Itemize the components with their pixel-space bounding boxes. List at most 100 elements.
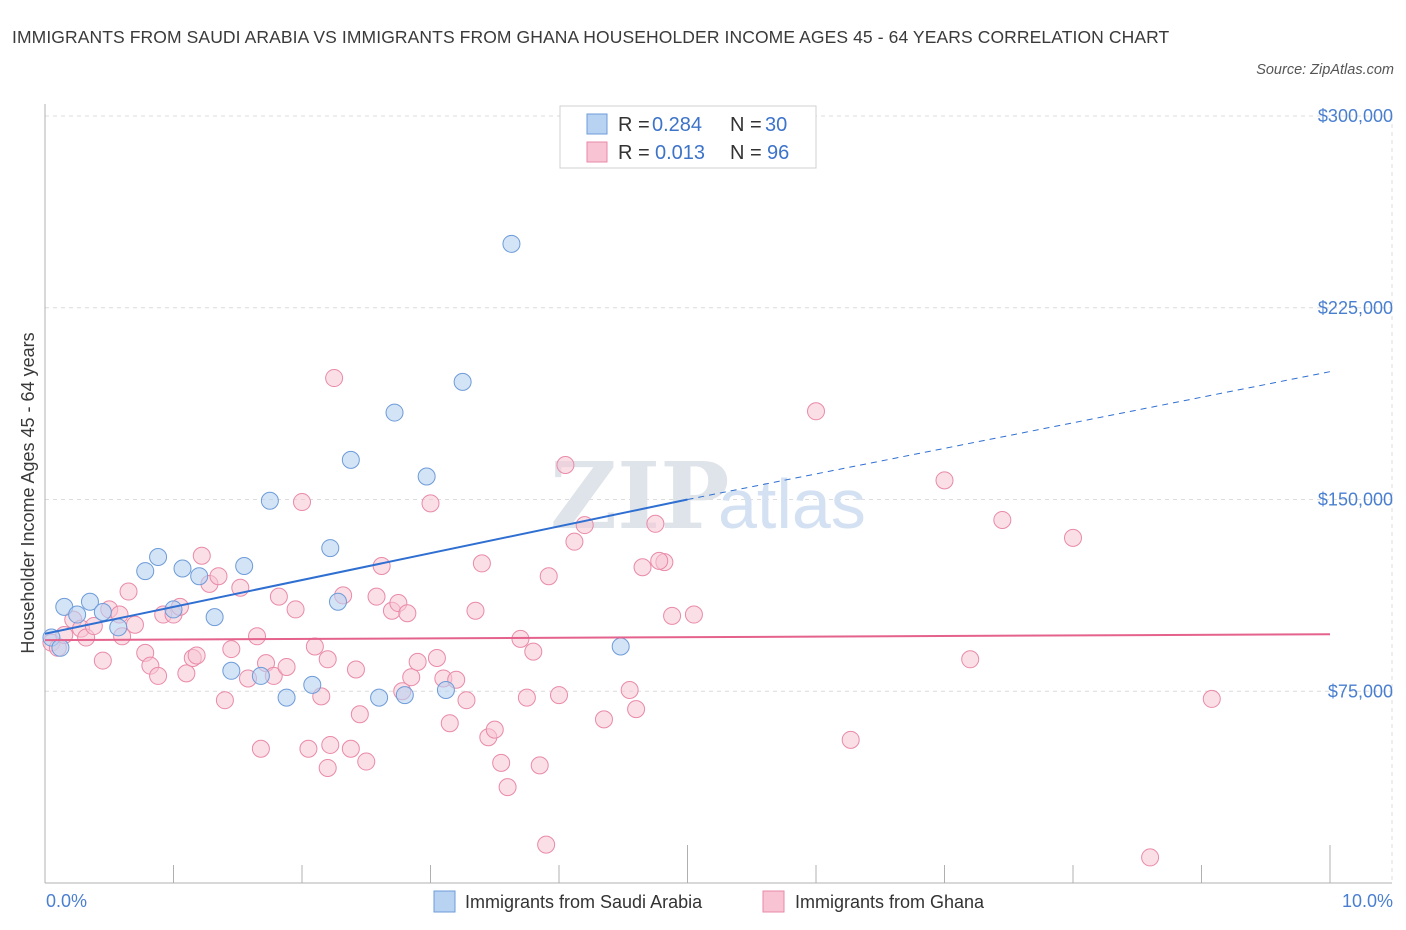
- ghana-point: [524, 642, 543, 661]
- saudi-point: [328, 592, 347, 611]
- ghana-point: [269, 587, 288, 606]
- ghana-point: [318, 758, 337, 777]
- saudi-point: [109, 618, 128, 637]
- y-tick-label: $75,000: [1328, 681, 1393, 701]
- ghana-point: [457, 691, 476, 710]
- ghana-point: [472, 554, 491, 573]
- ghana-point: [286, 600, 305, 619]
- saudi-point: [277, 688, 296, 707]
- legend-n-value-1: 30: [765, 114, 787, 136]
- saudi-point: [303, 675, 322, 694]
- saudi-point: [136, 562, 155, 581]
- x-tick-left: 0.0%: [46, 891, 87, 911]
- ghana-point: [305, 637, 324, 656]
- saudi-point: [93, 602, 112, 621]
- chart-title: IMMIGRANTS FROM SAUDI ARABIA VS IMMIGRAN…: [12, 27, 1170, 47]
- saudi-point: [68, 605, 87, 624]
- y-tick-labels: $75,000 $150,000 $225,000 $300,000: [1318, 106, 1393, 701]
- legend-box: R = 0.284 N = 30 R = 0.013 N = 96: [559, 105, 817, 169]
- ghana-points: [42, 369, 1221, 867]
- ghana-point: [517, 688, 536, 707]
- ghana-point: [321, 735, 340, 754]
- ghana-point: [357, 752, 376, 771]
- saudi-point: [502, 234, 521, 253]
- ghana-point: [565, 532, 584, 551]
- ghana-point: [251, 739, 270, 758]
- ghana-point: [209, 567, 228, 586]
- saudi-point: [222, 661, 241, 680]
- saudi-point: [417, 467, 436, 486]
- ghana-point: [935, 471, 954, 490]
- bottom-legend-ghana: Immigrants from Ghana: [795, 892, 985, 912]
- ghana-trend-line: [44, 633, 1331, 642]
- legend-swatch-saudi: [586, 113, 608, 135]
- legend-r-value-1: 0.284: [652, 114, 702, 136]
- axes: [44, 104, 1392, 884]
- ghana-point: [350, 705, 369, 724]
- ghana-point: [556, 455, 575, 474]
- ghana-point: [277, 657, 296, 676]
- ghana-point: [187, 646, 206, 665]
- ghana-point: [427, 649, 446, 668]
- ghana-point: [398, 604, 417, 623]
- saudi-point: [341, 450, 360, 469]
- ghana-point: [993, 510, 1012, 529]
- y-tick-label: $225,000: [1318, 298, 1393, 318]
- legend-swatch-ghana: [586, 141, 608, 163]
- ghana-point: [550, 686, 568, 705]
- ghana-point: [248, 627, 267, 646]
- bottom-legend-swatch-saudi: [433, 890, 456, 913]
- watermark-atlas: atlas: [718, 465, 866, 543]
- ghana-point: [684, 605, 703, 624]
- saudi-point: [51, 638, 70, 657]
- saudi-point: [190, 567, 209, 586]
- ghana-point: [492, 753, 511, 772]
- ghana-point: [215, 691, 234, 710]
- legend-r-label-2: R =: [618, 142, 650, 164]
- ghana-point: [192, 546, 211, 565]
- ghana-point: [646, 514, 665, 533]
- watermark: ZIP atlas: [550, 442, 866, 550]
- ghana-point: [402, 668, 421, 687]
- trend-lines: [44, 371, 1331, 642]
- saudi-point: [385, 403, 404, 422]
- saudi-point: [436, 680, 455, 699]
- ghana-point: [299, 739, 318, 758]
- ghana-point: [222, 640, 241, 659]
- saudi-trend-line: [44, 498, 688, 635]
- bottom-legend: Immigrants from Saudi Arabia Immigrants …: [433, 890, 985, 913]
- legend-n-label-2: N =: [730, 142, 762, 164]
- saudi-point: [80, 592, 99, 611]
- ghana-point: [346, 660, 365, 679]
- ghana-point: [421, 494, 440, 513]
- saudi-point: [149, 548, 168, 567]
- ghana-point: [325, 369, 344, 388]
- ghana-point: [650, 551, 669, 570]
- legend-r-label-1: R =: [618, 114, 650, 136]
- ghana-point: [594, 710, 613, 729]
- ghana-point: [620, 680, 639, 699]
- saudi-point: [173, 559, 192, 578]
- ghana-point: [633, 558, 652, 577]
- y-tick-label: $300,000: [1318, 106, 1393, 126]
- ghana-point: [807, 402, 825, 421]
- saudi-point: [321, 539, 340, 558]
- y-axis-title: Householder Income Ages 45 - 64 years: [18, 332, 38, 653]
- ghana-point: [372, 556, 391, 575]
- ghana-point: [663, 606, 682, 625]
- saudi-point: [205, 608, 224, 627]
- ghana-point: [498, 778, 517, 797]
- ghana-point: [530, 756, 549, 775]
- ghana-point: [125, 615, 144, 634]
- ghana-point: [466, 601, 485, 620]
- source-label: Source: ZipAtlas.com: [1256, 62, 1394, 78]
- legend-r-value-2: 0.013: [655, 142, 705, 164]
- ghana-point: [93, 651, 112, 670]
- ghana-point: [841, 730, 860, 749]
- saudi-point: [453, 372, 472, 391]
- ghana-point: [1064, 528, 1082, 547]
- saudi-point: [611, 637, 630, 656]
- saudi-points: [42, 234, 630, 707]
- ghana-point: [119, 582, 138, 601]
